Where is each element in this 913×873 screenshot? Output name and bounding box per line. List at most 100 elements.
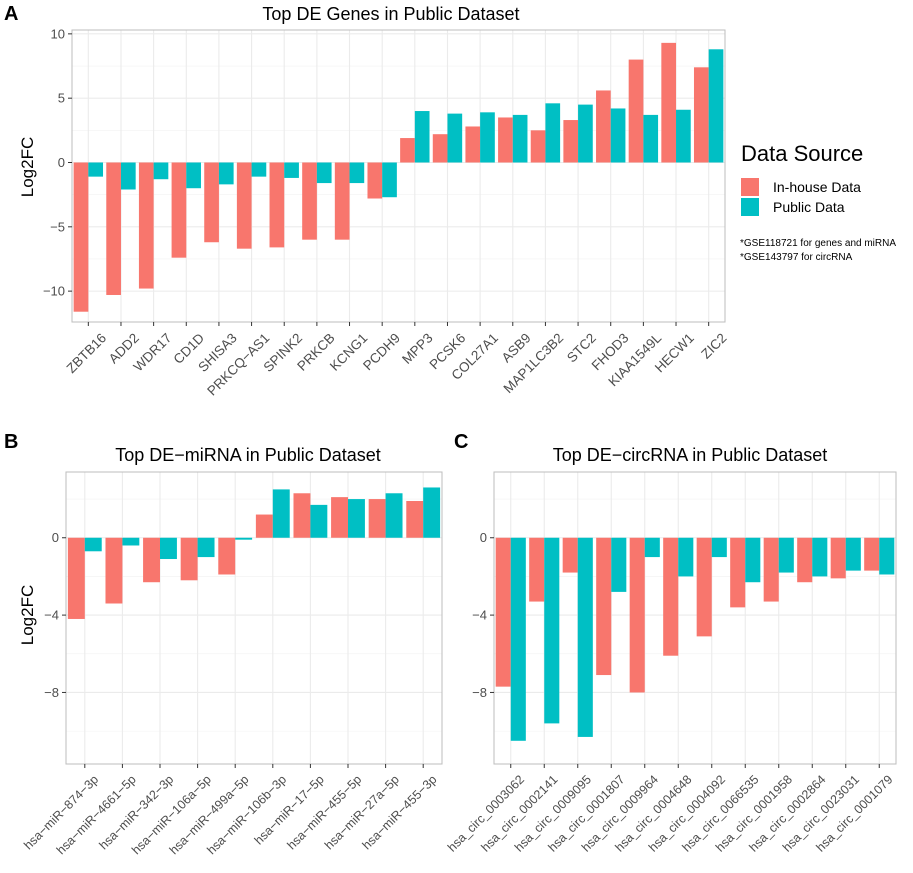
- chart-a-ylabel: Log2FC: [18, 137, 37, 197]
- ytick-label-b: −4: [44, 608, 59, 623]
- ytick-label-a: −5: [50, 219, 65, 234]
- bar-c-public: [778, 537, 794, 573]
- chart-panel-c: Top DE−circRNA in Public Dataset −8−40hs…: [445, 445, 897, 855]
- ytick-label-c: −4: [472, 608, 487, 623]
- bar-a-inhouse: [236, 162, 252, 249]
- chart-panel-a: Top DE Genes in Public Dataset Log2FC −1…: [18, 4, 730, 398]
- bar-a-inhouse: [432, 134, 448, 163]
- bar-a-public: [610, 108, 626, 163]
- bar-c-inhouse: [830, 537, 846, 579]
- chart-a-title: Top DE Genes in Public Dataset: [262, 4, 519, 24]
- xtick-label-b: hsa−miR−17−5p: [252, 772, 327, 847]
- bar-c-public: [510, 537, 526, 741]
- bar-c-inhouse: [696, 537, 712, 637]
- bar-a-inhouse: [596, 90, 611, 163]
- chart-panel-b: Top DE−miRNA in Public Dataset Log2FC −8…: [18, 445, 443, 857]
- bar-a-inhouse: [106, 162, 121, 295]
- bar-a-public: [218, 162, 234, 185]
- bar-c-inhouse: [562, 537, 578, 573]
- bar-b-public: [160, 537, 177, 560]
- bar-a-inhouse: [204, 162, 219, 243]
- bar-b-inhouse: [368, 499, 386, 538]
- bar-b-public: [235, 537, 253, 540]
- panel-label-a: A: [4, 3, 18, 25]
- bar-c-public: [711, 537, 727, 558]
- bar-a-public: [120, 162, 136, 190]
- bar-b-public: [423, 487, 441, 538]
- xtick-label-a: ZBTB16: [64, 330, 110, 376]
- bar-c-inhouse: [529, 537, 545, 602]
- bar-a-inhouse: [661, 42, 677, 163]
- bar-b-public: [310, 504, 328, 538]
- bar-b-inhouse: [293, 493, 311, 538]
- bar-a-public: [447, 113, 463, 163]
- bar-a-inhouse: [628, 59, 644, 163]
- chart-b-ylabel: Log2FC: [18, 585, 37, 645]
- bar-c-inhouse: [663, 537, 679, 656]
- panel-label-b: B: [4, 431, 18, 453]
- chart-c-title: Top DE−circRNA in Public Dataset: [553, 445, 828, 465]
- bar-a-public: [251, 162, 267, 177]
- bar-a-inhouse: [73, 162, 89, 312]
- bar-c-inhouse: [730, 537, 746, 608]
- bar-a-public: [316, 162, 332, 184]
- panel-label-c: C: [454, 431, 468, 453]
- bar-b-inhouse: [67, 537, 85, 619]
- bar-c-public: [845, 537, 861, 571]
- bar-a-inhouse: [334, 162, 350, 240]
- plot-border-a: [71, 29, 726, 323]
- bar-b-public: [197, 537, 215, 558]
- ytick-label-a: 10: [51, 26, 65, 41]
- bar-a-public: [545, 103, 561, 163]
- bar-a-public: [349, 162, 365, 184]
- bar-c-public: [745, 537, 761, 583]
- bar-a-public: [186, 162, 201, 189]
- xtick-label-a: PCDH9: [360, 330, 403, 373]
- bar-a-inhouse: [269, 162, 285, 248]
- bar-c-public: [577, 537, 593, 737]
- bar-a-inhouse: [367, 162, 383, 199]
- bar-a-inhouse: [563, 120, 579, 163]
- bar-a-public: [708, 49, 724, 163]
- ytick-label-a: −10: [43, 284, 65, 299]
- legend-note-genes: *GSE118721 for genes and miRNA: [740, 238, 896, 249]
- bar-b-inhouse: [180, 537, 198, 581]
- plot-border-c: [493, 471, 897, 765]
- chart-b-title: Top DE−miRNA in Public Dataset: [115, 445, 381, 465]
- bar-c-inhouse: [864, 537, 880, 571]
- bar-b-public: [84, 537, 102, 552]
- bar-a-inhouse: [171, 162, 187, 258]
- bar-a-public: [153, 162, 169, 180]
- bar-b-inhouse: [255, 514, 273, 538]
- bar-c-public: [611, 537, 627, 592]
- bar-b-inhouse: [105, 537, 123, 604]
- bar-c-inhouse: [629, 537, 645, 693]
- bar-a-inhouse: [693, 67, 709, 163]
- legend: Data Source In-house Data Public Data *G…: [740, 141, 896, 263]
- bar-a-inhouse: [530, 130, 546, 163]
- bar-b-inhouse: [331, 497, 348, 538]
- bar-b-inhouse: [218, 537, 236, 575]
- bar-c-public: [644, 537, 660, 558]
- bar-a-public: [512, 114, 528, 163]
- legend-label-inhouse: In-house Data: [773, 179, 861, 195]
- ytick-label-c: 0: [480, 530, 487, 545]
- bar-b-inhouse: [143, 537, 160, 583]
- ytick-label-c: −8: [472, 685, 487, 700]
- xtick-label-a: ZIC2: [698, 330, 729, 361]
- legend-label-public: Public Data: [773, 199, 845, 215]
- plot-area-c: [494, 472, 896, 764]
- bar-b-public: [122, 537, 140, 546]
- bar-a-public: [382, 162, 397, 198]
- ytick-label-b: −8: [44, 685, 59, 700]
- bar-c-public: [812, 537, 828, 577]
- bar-a-inhouse: [498, 117, 513, 163]
- bar-b-public: [348, 499, 365, 538]
- legend-title: Data Source: [741, 141, 863, 166]
- bar-a-inhouse: [400, 138, 415, 163]
- bar-a-inhouse: [138, 162, 154, 289]
- bar-a-inhouse: [465, 126, 481, 163]
- bar-c-inhouse: [596, 537, 612, 676]
- bar-a-public: [414, 111, 430, 163]
